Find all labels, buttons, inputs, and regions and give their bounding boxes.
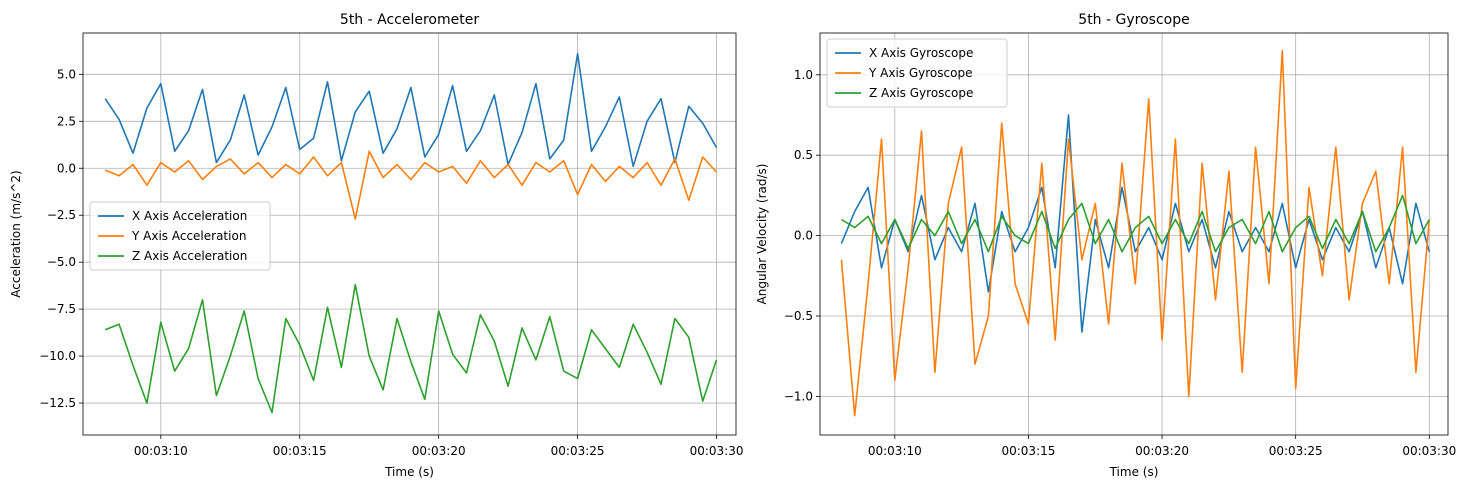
gyroscope-ytick-label: 1.0 (794, 68, 813, 82)
accelerometer-plot-frame (82, 32, 737, 436)
accelerometer-xtick-label: 00:03:25 (551, 444, 605, 458)
gyroscope-xtick-label: 00:03:25 (1269, 444, 1323, 458)
accelerometer-legend-label: X Axis Acceleration (132, 209, 247, 223)
gyroscope-ytick-label: −1.0 (784, 389, 813, 403)
accelerometer-ytick-label: −12.5 (39, 396, 76, 410)
accelerometer-xlabel: Time (s) (384, 465, 434, 479)
accelerometer-xtick-label: 00:03:20 (412, 444, 466, 458)
accelerometer-xtick-label: 00:03:30 (690, 444, 744, 458)
accelerometer-title: 5th - Accelerometer (340, 12, 479, 28)
gyroscope-xtick-label: 00:03:10 (868, 444, 922, 458)
gyroscope-title: 5th - Gyroscope (1078, 12, 1189, 28)
gyroscope-legend-label: X Axis Gyroscope (869, 46, 973, 60)
gyroscope-ylabel: Angular Velocity (rad/s) (755, 164, 769, 305)
gyroscope-xtick-label: 00:03:30 (1402, 444, 1456, 458)
accelerometer-legend-label: Z Axis Acceleration (132, 249, 247, 263)
accelerometer-series-z-line (104, 283, 718, 414)
accelerometer-legend-label: Y Axis Acceleration (131, 229, 246, 243)
accelerometer-legend-box (89, 201, 271, 271)
accelerometer-ytick-label: 2.5 (57, 114, 76, 128)
accelerometer-ytick-label: −7.5 (47, 302, 76, 316)
gyroscope-ytick-label: 0.0 (794, 229, 813, 243)
gyroscope-xtick-label: 00:03:15 (1001, 444, 1055, 458)
accelerometer-ytick-label: −2.5 (47, 208, 76, 222)
gyroscope-xlabel: Time (s) (1109, 465, 1159, 479)
accelerometer-ytick-label: −10.0 (39, 349, 76, 363)
gyroscope-legend-label: Y Axis Gyroscope (868, 66, 972, 80)
gyroscope-ytick-label: −0.5 (784, 309, 813, 323)
accelerometer-xtick-label: 00:03:15 (273, 444, 327, 458)
gyroscope-series-y-line (840, 49, 1431, 417)
accelerometer-series-x-line (104, 52, 718, 168)
gyroscope-legend-box (826, 38, 1008, 108)
gyroscope-xtick-label: 00:03:20 (1135, 444, 1189, 458)
gyroscope-series-z-line (840, 194, 1430, 253)
accelerometer-series-y-line (104, 150, 718, 220)
accelerometer-ytick-label: 5.0 (57, 67, 76, 81)
gyroscope-plot-frame (819, 32, 1449, 436)
gyroscope-legend-label: Z Axis Gyroscope (869, 86, 973, 100)
accelerometer-ylabel: Acceleration (m/s^2) (9, 170, 23, 297)
gyroscope-series-x-line (840, 114, 1431, 333)
accelerometer-ytick-label: −5.0 (47, 255, 76, 269)
accelerometer-xtick-label: 00:03:10 (134, 444, 188, 458)
gyroscope-ytick-label: 0.5 (794, 148, 813, 162)
accelerometer-chart: 5th - Accelerometer 00:03:10 00:03:15 00:0… (9, 12, 744, 479)
accelerometer-ytick-label: 0.0 (57, 161, 76, 175)
gyroscope-chart: 5th - Gyroscope 00:03:10 00:03:15 00:03:20… (755, 12, 1456, 479)
